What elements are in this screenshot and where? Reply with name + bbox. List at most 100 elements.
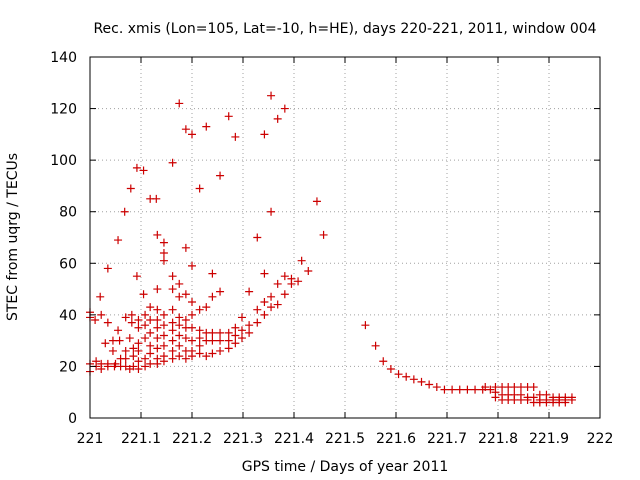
data-point xyxy=(208,328,217,337)
data-point xyxy=(168,336,177,345)
data-point xyxy=(175,99,184,108)
data-point xyxy=(561,398,570,407)
x-tick-label: 221.2 xyxy=(172,431,212,447)
data-point xyxy=(115,336,124,345)
x-tick-label: 221 xyxy=(77,431,104,447)
data-point xyxy=(181,243,190,252)
data-point xyxy=(231,323,240,332)
data-point xyxy=(114,326,123,335)
data-point xyxy=(175,292,184,301)
data-point xyxy=(141,354,150,363)
data-point xyxy=(260,310,269,319)
data-point xyxy=(253,305,262,314)
data-point xyxy=(394,370,403,379)
data-point xyxy=(139,166,148,175)
x-tick-label: 221.7 xyxy=(427,431,467,447)
data-point xyxy=(120,207,129,216)
data-point xyxy=(280,104,289,113)
data-point xyxy=(153,359,162,368)
data-point xyxy=(195,326,204,335)
data-point xyxy=(175,321,184,330)
y-tick-label: 140 xyxy=(50,50,77,66)
data-point xyxy=(188,261,196,270)
data-point xyxy=(159,321,168,330)
chart-title: Rec. xmis (Lon=105, Lat=-10, h=HE), days… xyxy=(93,21,596,37)
data-point xyxy=(159,310,168,319)
y-tick-label: 40 xyxy=(59,308,77,324)
data-point xyxy=(216,287,225,296)
data-point xyxy=(195,184,204,193)
data-point xyxy=(237,334,246,343)
data-point xyxy=(491,393,500,402)
data-point xyxy=(121,346,130,355)
data-point xyxy=(92,357,101,366)
data-point xyxy=(97,310,106,319)
data-point xyxy=(127,310,136,319)
data-point xyxy=(96,292,105,301)
data-point xyxy=(175,331,184,340)
data-point xyxy=(101,339,110,348)
data-point xyxy=(134,357,143,366)
data-point xyxy=(134,365,143,374)
x-tick-label: 221.1 xyxy=(121,431,161,447)
data-point xyxy=(361,321,370,330)
tick-labels: 221 221.1 221.2 221.3 221.4 221.5 221.6 221.7 22… xyxy=(50,50,613,447)
data-point xyxy=(267,207,276,216)
data-point xyxy=(141,334,150,343)
data-point xyxy=(175,341,184,350)
data-point xyxy=(168,285,177,294)
data-point xyxy=(481,383,490,392)
data-point xyxy=(188,310,196,319)
data-point xyxy=(260,269,269,278)
data-point xyxy=(121,362,130,371)
data-point xyxy=(202,352,211,361)
data-point xyxy=(127,318,136,327)
data-point xyxy=(567,395,576,404)
x-axis-label: GPS time / Days of year 2011 xyxy=(242,459,449,475)
data-point xyxy=(132,272,141,281)
data-point xyxy=(260,297,269,306)
data-point xyxy=(245,328,254,337)
data-point xyxy=(153,334,162,343)
data-point xyxy=(231,331,240,340)
data-point xyxy=(168,354,177,363)
data-point xyxy=(134,346,143,355)
axis-ticks xyxy=(89,56,601,419)
data-point xyxy=(153,344,162,353)
data-point xyxy=(181,290,190,299)
data-point xyxy=(103,264,112,273)
x-tick-label: 221.6 xyxy=(376,431,416,447)
data-point xyxy=(134,316,143,325)
data-point xyxy=(216,171,225,180)
data-point xyxy=(463,385,472,394)
data-point xyxy=(159,341,168,350)
data-point xyxy=(287,279,296,288)
data-point xyxy=(129,352,138,361)
data-point xyxy=(216,346,225,355)
data-point xyxy=(188,297,196,306)
data-point xyxy=(181,334,190,343)
data-point xyxy=(379,357,388,366)
data-point xyxy=(108,346,117,355)
data-point xyxy=(425,380,434,389)
data-point xyxy=(273,300,282,309)
data-point xyxy=(153,305,162,314)
data-point xyxy=(216,328,225,337)
data-point xyxy=(141,362,150,371)
data-point xyxy=(294,277,303,286)
data-point xyxy=(371,341,380,350)
data-point xyxy=(237,326,246,335)
data-point xyxy=(121,313,130,322)
data-point xyxy=(111,359,120,368)
data-point xyxy=(168,305,177,314)
data-point xyxy=(141,310,150,319)
data-point xyxy=(97,365,106,374)
data-point xyxy=(168,318,177,327)
data-point xyxy=(402,372,411,381)
x-tick-label: 221.5 xyxy=(325,431,365,447)
data-point xyxy=(175,279,184,288)
data-point xyxy=(146,328,155,337)
data-point xyxy=(195,349,204,358)
data-point xyxy=(146,303,155,312)
data-point xyxy=(159,331,168,340)
